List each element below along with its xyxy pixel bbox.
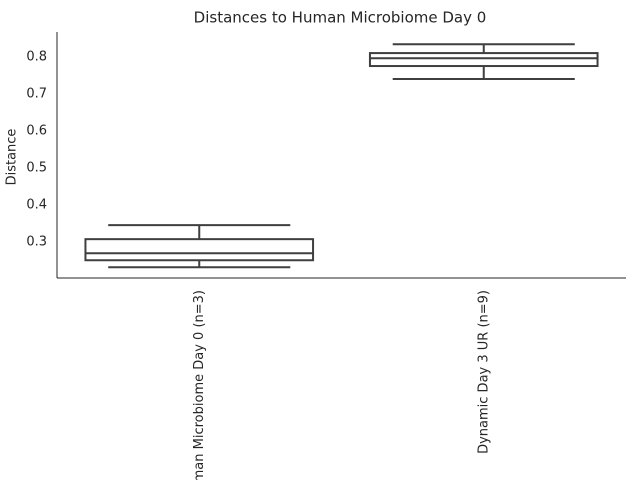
box <box>368 52 599 68</box>
chart-title: Distances to Human Microbiome Day 0 <box>194 9 487 27</box>
y-tick-label: 0.8 <box>26 50 47 65</box>
box <box>84 238 315 262</box>
y-tick-label: 0.3 <box>26 235 47 250</box>
x-tick-label: Dynamic Day 3 UR (n=9) <box>476 290 491 454</box>
y-tick-label: 0.5 <box>26 161 47 176</box>
y-tick-label: 0.6 <box>26 124 47 139</box>
y-axis-label: Distance <box>5 129 20 186</box>
x-tick-label: Human Microbiome Day 0 (n=3) <box>192 290 207 480</box>
y-tick-label: 0.7 <box>26 87 47 102</box>
y-tick-label: 0.4 <box>26 198 47 213</box>
